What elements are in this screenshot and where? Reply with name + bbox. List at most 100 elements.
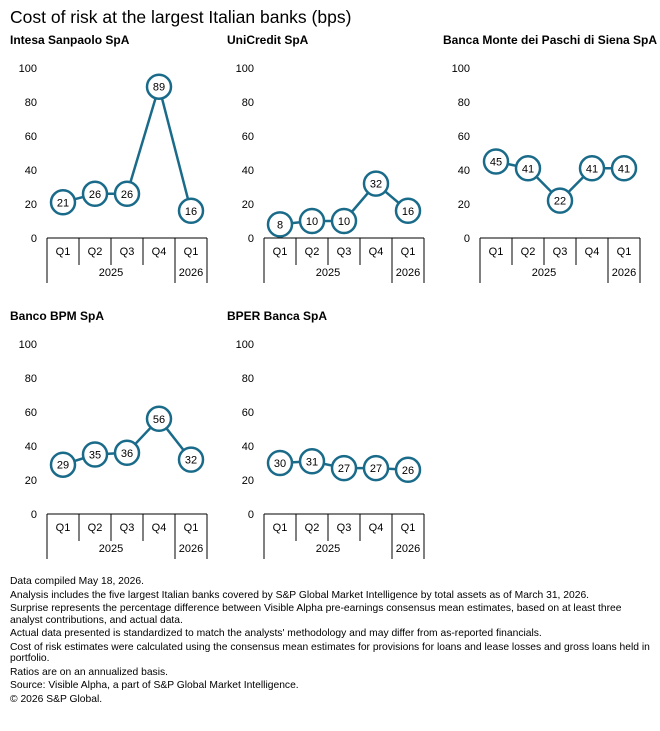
data-label: 31 <box>306 456 318 468</box>
data-point <box>362 454 390 482</box>
data-label: 10 <box>338 216 350 228</box>
chart-title: Intesa Sanpaolo SpA <box>10 33 130 47</box>
y-tick-label: 60 <box>458 131 470 143</box>
data-label: 32 <box>185 455 197 467</box>
year-label: 2025 <box>99 267 123 279</box>
data-label: 89 <box>153 82 165 94</box>
data-label: 27 <box>370 463 382 475</box>
y-tick-label: 80 <box>25 373 37 385</box>
y-tick-label: 0 <box>248 509 254 521</box>
data-point <box>145 405 173 433</box>
y-tick-label: 20 <box>242 475 254 487</box>
data-point <box>266 449 294 477</box>
data-label: 26 <box>402 465 414 477</box>
data-label: 36 <box>121 448 133 460</box>
data-label: 30 <box>274 458 286 470</box>
y-tick-label: 20 <box>458 199 470 211</box>
y-tick-label: 80 <box>242 373 254 385</box>
data-point <box>578 155 606 182</box>
footnote: Cost of risk estimates were calculated u… <box>10 641 650 665</box>
page-title: Cost of risk at the largest Italian bank… <box>10 7 352 27</box>
x-tick-label: Q1 <box>184 246 199 258</box>
chart-title: BPER Banca SpA <box>227 309 328 323</box>
y-tick-label: 100 <box>452 63 470 75</box>
y-tick-label: 20 <box>25 199 37 211</box>
y-tick-label: 40 <box>458 165 470 177</box>
x-tick-label: Q1 <box>184 522 199 534</box>
chart-title: Banco BPM SpA <box>10 309 105 323</box>
data-point <box>177 197 205 225</box>
data-point <box>113 180 141 208</box>
x-tick-label: Q4 <box>152 522 167 534</box>
data-point <box>81 441 109 468</box>
y-tick-label: 60 <box>242 407 254 419</box>
data-point <box>330 207 358 235</box>
data-point <box>546 187 574 214</box>
chart-title: UniCredit SpA <box>227 33 309 47</box>
chart-intesa: 0 20 40 60 80 100 Q1 Q2 Q3 Q4 Q1 2025 2026 21 26 26 89 16 <box>19 63 208 283</box>
x-tick-label: Q1 <box>273 522 288 534</box>
x-tick-label: Q1 <box>401 246 416 258</box>
chart-panel-intesa: Intesa Sanpaolo SpA 0 20 40 60 80 100 Q1 Q2 Q3 Q4… <box>10 33 215 288</box>
chart-panel-unicredit: UniCredit SpA 0 20 40 60 80 100 Q1 Q2 Q3 Q4 Q1 2025… <box>227 33 432 288</box>
x-tick-label: Q2 <box>305 246 320 258</box>
x-tick-label: Q1 <box>56 246 71 258</box>
data-label: 21 <box>57 197 69 209</box>
chart-banco-bpm: 0 20 40 60 80 100 Q1 Q2 Q3 Q4 Q1 2025 2026 29 35 36 56 32 <box>19 339 208 559</box>
footnote: Surprise represents the percentage diffe… <box>10 603 622 626</box>
chart-panel-bper: BPER Banca SpA 0 20 40 60 80 100 Q1 Q2 Q3 Q4 Q1 202… <box>227 309 432 564</box>
y-tick-label: 100 <box>236 339 254 351</box>
chart-unicredit: 0 20 40 60 80 100 Q1 Q2 Q3 Q4 Q1 2025 2026 8 10 10 32 16 <box>236 63 425 283</box>
y-tick-label: 0 <box>31 233 37 245</box>
data-point <box>330 454 358 482</box>
year-label: 2025 <box>99 543 123 555</box>
footnote: Actual data presented is standardized to… <box>10 628 542 639</box>
x-tick-label: Q2 <box>305 522 320 534</box>
footnotes: Data compiled May 18, 2026. Analysis inc… <box>10 576 652 707</box>
x-tick-label: Q1 <box>617 246 632 258</box>
data-point <box>177 446 205 473</box>
y-tick-label: 40 <box>25 165 37 177</box>
data-label: 26 <box>121 189 133 201</box>
year-label: 2025 <box>532 267 556 279</box>
data-label: 45 <box>490 157 502 169</box>
footnote: Data compiled May 18, 2026. <box>10 576 144 587</box>
data-point <box>394 456 422 484</box>
data-point <box>81 180 109 208</box>
data-label: 22 <box>554 196 566 208</box>
data-point <box>482 148 510 175</box>
data-label: 16 <box>185 206 197 218</box>
chart-mps: 0 20 40 60 80 100 Q1 Q2 Q3 Q4 Q1 2025 2026 45 41 22 41 41 <box>452 63 641 283</box>
y-tick-label: 0 <box>464 233 470 245</box>
data-point <box>610 155 638 182</box>
chart-panel-banco-bpm: Banco BPM SpA 0 20 40 60 80 100 Q1 Q2 Q3 Q4 Q1 2025… <box>10 309 215 564</box>
data-point <box>394 197 422 225</box>
data-point <box>514 155 542 182</box>
y-tick-label: 80 <box>458 97 470 109</box>
data-label: 8 <box>277 219 283 231</box>
footnote: © 2026 S&P Global. <box>10 693 103 705</box>
data-label: 41 <box>586 163 598 175</box>
x-tick-label: Q2 <box>521 246 536 258</box>
data-label: 16 <box>402 206 414 218</box>
data-label: 10 <box>306 216 318 228</box>
footnote: Source: Visible Alpha, a part of S&P Glo… <box>10 680 299 691</box>
data-point <box>49 189 77 216</box>
y-tick-label: 40 <box>242 441 254 453</box>
data-label: 29 <box>57 460 69 472</box>
y-tick-label: 100 <box>19 63 37 75</box>
year-label: 2025 <box>316 267 340 279</box>
year-label: 2026 <box>396 267 420 279</box>
y-tick-label: 100 <box>236 63 254 75</box>
y-tick-label: 60 <box>25 407 37 419</box>
chart-bper: 0 20 40 60 80 100 Q1 Q2 Q3 Q4 Q1 2025 2026 30 31 27 27 26 <box>236 339 425 559</box>
chart-panel-mps: Banca Monte dei Paschi di Siena SpA 0 20 4… <box>443 33 657 288</box>
footnote: Analysis includes the five largest Itali… <box>10 589 590 601</box>
y-tick-label: 40 <box>25 441 37 453</box>
x-tick-label: Q4 <box>369 522 384 534</box>
y-tick-label: 60 <box>25 131 37 143</box>
y-tick-label: 40 <box>242 165 254 177</box>
y-tick-label: 80 <box>242 97 254 109</box>
data-label: 41 <box>618 163 630 175</box>
year-label: 2026 <box>612 267 636 279</box>
